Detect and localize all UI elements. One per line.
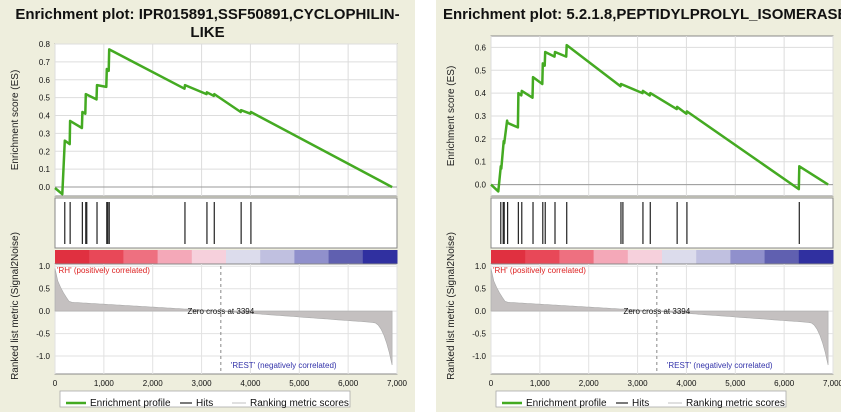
legend-hits-label: Hits <box>632 398 649 409</box>
heatmap-segment <box>55 250 90 264</box>
es-tick-label: 0.5 <box>39 94 51 103</box>
heatmap-segment <box>662 250 697 264</box>
legend-profile-label: Enrichment profile <box>90 398 171 409</box>
enrichment-profile-line <box>490 43 829 193</box>
es-tick-label: 0.6 <box>39 76 51 85</box>
enrichment-chart-svg-left: 0.0 0.1 0.2 0.3 0.4 0.5 0.6 0.7 0.8 Enrichment sc… <box>10 40 408 409</box>
x-tick-label: 3,000 <box>628 379 649 388</box>
metric-tick-label: -0.5 <box>472 330 486 339</box>
x-tick-label: 2,000 <box>143 379 164 388</box>
metric-tick-label: 0.5 <box>39 285 51 294</box>
heatmap-segment <box>191 250 227 264</box>
metric-axis-label: Ranked list metric (Signal2Noise) <box>10 232 21 380</box>
metric-tick-label: 0.5 <box>475 285 487 294</box>
heatmap-segment <box>730 250 766 264</box>
heatmap-segment <box>798 250 834 264</box>
es-axis-label: Enrichment score (ES) <box>10 70 21 171</box>
legend-box <box>495 390 787 408</box>
ranking-metric-scores-area <box>490 268 829 366</box>
x-tick-label: 7,000 <box>823 379 841 388</box>
metric-tick-label: -1.0 <box>472 352 486 361</box>
heatmap-segment <box>328 250 364 264</box>
heatmap-segment <box>559 250 595 264</box>
hits-band <box>54 197 398 249</box>
enrichment-plot-panel-left: Enrichment plot: IPR015891,SSF50891,CYCL… <box>0 0 415 412</box>
zero-cross-label: Zero cross at 3394 <box>623 307 690 316</box>
hits-band <box>490 197 834 249</box>
x-tick-label: 6,000 <box>774 379 795 388</box>
x-tick-label: 4,000 <box>676 379 697 388</box>
x-tick-label: 1,000 <box>530 379 551 388</box>
negative-correlation-label: 'REST' (negatively correlated) <box>231 361 337 370</box>
x-tick-label: 0 <box>53 379 58 388</box>
metric-tick-label: -1.0 <box>36 352 50 361</box>
es-tick-label: 0.8 <box>39 40 51 49</box>
x-tick-label: 7,000 <box>387 379 408 388</box>
heatmap-segment <box>89 250 124 264</box>
chart-title: Enrichment plot: IPR015891,SSF50891,CYCL… <box>15 6 400 41</box>
chart-title: Enrichment plot: 5.2.1.8,PEPTIDYLPROLYL_… <box>443 6 841 23</box>
x-tick-label: 3,000 <box>192 379 213 388</box>
es-tick-label: 0.6 <box>475 43 487 52</box>
x-tick-label: 5,000 <box>289 379 310 388</box>
es-tick-label: 0.1 <box>39 165 51 174</box>
es-plot-area <box>54 43 398 197</box>
positive-correlation-label: 'RH' (positively correlated) <box>57 266 150 275</box>
legend-metric-label: Ranking metric scores <box>686 398 785 409</box>
metric-tick-label: 0.0 <box>475 307 487 316</box>
heatmap-segment <box>525 250 560 264</box>
es-tick-label: 0.2 <box>39 147 51 156</box>
metric-tick-label: 1.0 <box>39 262 51 271</box>
enrichment-profile-line <box>54 48 393 196</box>
es-tick-label: 0.3 <box>39 129 51 138</box>
es-tick-label: 0.2 <box>475 135 487 144</box>
es-tick-label: 0.7 <box>39 58 51 67</box>
es-tick-label: 0.4 <box>39 112 51 121</box>
legend-profile-label: Enrichment profile <box>526 398 607 409</box>
legend-hits-label: Hits <box>196 398 213 409</box>
heatmap-segment <box>491 250 526 264</box>
es-tick-label: 0.5 <box>475 66 487 75</box>
heatmap-segment <box>157 250 193 264</box>
enrichment-chart-svg-right: 0.0 0.1 0.2 0.3 0.4 0.5 0.6 Enrichment score (E… <box>446 35 841 409</box>
metric-tick-label: 1.0 <box>475 262 487 271</box>
enrichment-plot-panel-right: Enrichment plot: 5.2.1.8,PEPTIDYLPROLYL_… <box>436 0 841 412</box>
ranking-metric-scores-area <box>54 268 393 366</box>
positive-correlation-label: 'RH' (positively correlated) <box>493 266 586 275</box>
metric-tick-label: 0.0 <box>39 307 51 316</box>
heatmap-segment <box>627 250 663 264</box>
es-tick-label: 0.0 <box>475 181 487 190</box>
heatmap-segment <box>260 250 295 264</box>
legend-box <box>59 390 351 408</box>
x-tick-label: 6,000 <box>338 379 359 388</box>
heatmap-segment <box>226 250 261 264</box>
x-tick-label: 0 <box>489 379 494 388</box>
zero-cross-label: Zero cross at 3394 <box>187 307 254 316</box>
heatmap-segment <box>593 250 629 264</box>
legend-metric-label: Ranking metric scores <box>250 398 349 409</box>
heatmap-segment <box>123 250 159 264</box>
x-tick-label: 5,000 <box>725 379 746 388</box>
es-tick-label: 0.1 <box>475 158 487 167</box>
es-tick-label: 0.3 <box>475 112 487 121</box>
x-tick-label: 1,000 <box>94 379 115 388</box>
es-tick-label: 0.0 <box>39 183 51 192</box>
metric-tick-label: -0.5 <box>36 330 50 339</box>
negative-correlation-label: 'REST' (negatively correlated) <box>667 361 773 370</box>
heatmap-segment <box>362 250 398 264</box>
x-tick-label: 4,000 <box>240 379 261 388</box>
metric-axis-label: Ranked list metric (Signal2Noise) <box>446 232 457 380</box>
heatmap-segment <box>294 250 330 264</box>
es-tick-label: 0.4 <box>475 89 487 98</box>
x-tick-label: 2,000 <box>579 379 600 388</box>
heatmap-segment <box>764 250 800 264</box>
heatmap-segment <box>696 250 731 264</box>
es-axis-label: Enrichment score (ES) <box>446 66 457 167</box>
